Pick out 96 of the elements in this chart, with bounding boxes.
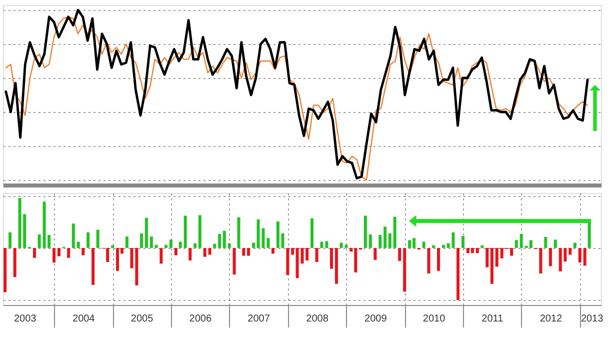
bar (286, 248, 290, 276)
bar (374, 248, 377, 260)
bar (52, 248, 56, 263)
x-tick-label: 2009 (364, 314, 388, 324)
bar (164, 244, 168, 248)
x-tick-label: 2012 (540, 314, 563, 324)
bar (388, 233, 392, 248)
bar (4, 248, 7, 292)
bar (291, 248, 294, 255)
x-tick-label: 2011 (482, 314, 504, 324)
bar (495, 248, 498, 267)
bar (437, 248, 440, 271)
bar (96, 230, 100, 248)
bar (456, 248, 460, 300)
bar (408, 240, 412, 248)
bar (228, 243, 231, 248)
bar (135, 248, 138, 286)
bar (554, 240, 557, 248)
bar (67, 248, 70, 258)
bar (169, 240, 172, 248)
bar (266, 238, 270, 248)
bar (13, 248, 16, 278)
bar (86, 232, 90, 248)
x-tick-label: 2010 (422, 314, 446, 324)
bar (306, 248, 309, 260)
bar (232, 248, 236, 274)
bar (140, 233, 144, 248)
bar (334, 248, 338, 284)
bar (184, 216, 187, 248)
bar (208, 248, 212, 255)
x-tick-label: 2013 (580, 314, 604, 324)
bar (237, 217, 240, 248)
bar (568, 248, 572, 255)
bar (33, 248, 36, 258)
x-tick-label: 2004 (72, 314, 96, 324)
bar (203, 248, 206, 257)
bar (427, 248, 430, 274)
bar (198, 215, 202, 248)
bar (548, 248, 552, 266)
bar (330, 248, 334, 269)
bar (252, 242, 255, 248)
bar (130, 248, 134, 268)
bar (315, 248, 318, 262)
bar (520, 234, 523, 248)
bar (470, 248, 474, 254)
bar (116, 248, 120, 271)
bar (490, 248, 494, 284)
bar (422, 242, 426, 248)
x-tick-label: 2007 (248, 314, 270, 324)
bar (144, 218, 148, 248)
bar (242, 248, 246, 256)
bar (194, 243, 197, 248)
bar (160, 248, 163, 264)
bar (178, 242, 182, 248)
bar (398, 248, 402, 261)
bar (384, 226, 387, 248)
bar (188, 248, 192, 260)
bar (573, 242, 576, 248)
bar (213, 244, 216, 248)
bar (461, 236, 464, 248)
x-tick-label: 2005 (130, 314, 154, 324)
bar (480, 245, 484, 248)
bar (310, 218, 314, 248)
bar (125, 236, 128, 248)
bar (403, 248, 406, 292)
bar (442, 244, 445, 248)
bar (76, 242, 80, 248)
x-tick-label: 2008 (306, 314, 329, 324)
bar (529, 240, 532, 248)
bar (476, 248, 479, 254)
bar (111, 245, 114, 248)
bar (486, 248, 489, 268)
bar (588, 222, 591, 248)
bar (8, 232, 12, 248)
bar (432, 245, 436, 248)
bar (271, 248, 274, 254)
bar (368, 234, 372, 248)
bar (583, 248, 586, 266)
bar (82, 248, 85, 256)
bar (393, 216, 396, 248)
x-tick-label: 2006 (189, 314, 212, 324)
x-tick-label: 2003 (14, 314, 37, 324)
bar (364, 216, 367, 248)
bar (92, 248, 95, 285)
bar (247, 248, 250, 256)
bar (544, 237, 548, 248)
bar (57, 248, 60, 256)
bar (378, 234, 382, 248)
bar (222, 230, 226, 248)
bar (578, 248, 582, 263)
bar (510, 248, 514, 256)
bar (174, 248, 178, 256)
bar (514, 240, 518, 248)
bar (218, 234, 222, 248)
bar (38, 234, 41, 248)
bar (72, 224, 75, 248)
